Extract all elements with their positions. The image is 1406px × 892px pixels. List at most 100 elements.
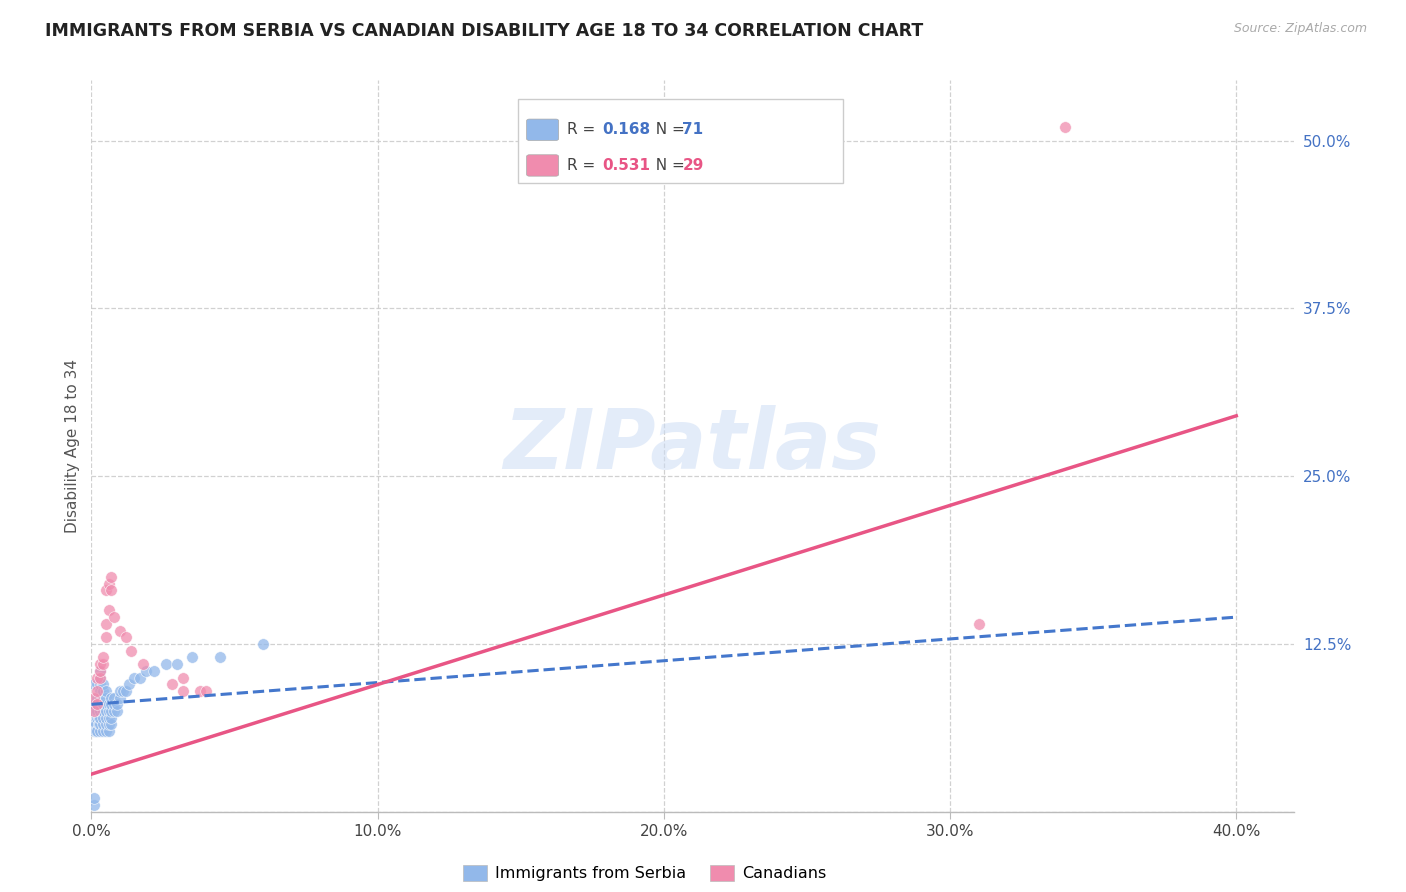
Point bbox=[100, 704, 122, 718]
Point bbox=[86, 698, 108, 712]
Point bbox=[86, 677, 108, 691]
Point bbox=[89, 684, 111, 698]
Point bbox=[129, 671, 152, 685]
Point bbox=[84, 724, 107, 739]
Point bbox=[91, 677, 114, 691]
Point bbox=[100, 698, 122, 712]
Point bbox=[89, 724, 111, 739]
Point bbox=[114, 684, 136, 698]
Point bbox=[143, 664, 166, 678]
Point bbox=[86, 671, 108, 685]
Point bbox=[91, 717, 114, 731]
Point bbox=[89, 657, 111, 671]
Text: IMMIGRANTS FROM SERBIA VS CANADIAN DISABILITY AGE 18 TO 34 CORRELATION CHART: IMMIGRANTS FROM SERBIA VS CANADIAN DISAB… bbox=[45, 22, 924, 40]
Point bbox=[83, 698, 105, 712]
Point bbox=[89, 664, 111, 678]
Text: 0.168: 0.168 bbox=[602, 122, 651, 137]
Point bbox=[94, 717, 117, 731]
Point bbox=[135, 664, 157, 678]
Point bbox=[91, 690, 114, 705]
Text: ZIPatlas: ZIPatlas bbox=[503, 406, 882, 486]
Point bbox=[91, 698, 114, 712]
Point bbox=[97, 711, 120, 725]
Point bbox=[89, 690, 111, 705]
Point bbox=[105, 698, 128, 712]
Point bbox=[97, 698, 120, 712]
Point bbox=[89, 677, 111, 691]
Point bbox=[91, 657, 114, 671]
Point bbox=[83, 704, 105, 718]
Point bbox=[94, 690, 117, 705]
Point bbox=[94, 704, 117, 718]
Point bbox=[100, 583, 122, 598]
Point bbox=[132, 657, 155, 671]
Text: Source: ZipAtlas.com: Source: ZipAtlas.com bbox=[1233, 22, 1367, 36]
Point bbox=[100, 717, 122, 731]
Point bbox=[180, 650, 202, 665]
Point bbox=[94, 711, 117, 725]
Point bbox=[103, 698, 125, 712]
Point bbox=[103, 704, 125, 718]
Point bbox=[89, 664, 111, 678]
Point bbox=[194, 684, 217, 698]
Point bbox=[94, 583, 117, 598]
Point bbox=[160, 677, 183, 691]
Point bbox=[83, 677, 105, 691]
Point bbox=[94, 724, 117, 739]
Text: R =: R = bbox=[567, 158, 600, 173]
Point bbox=[86, 711, 108, 725]
Point bbox=[108, 684, 131, 698]
Point bbox=[89, 704, 111, 718]
Point bbox=[97, 724, 120, 739]
Point bbox=[188, 684, 211, 698]
Point bbox=[89, 717, 111, 731]
Point bbox=[86, 724, 108, 739]
Y-axis label: Disability Age 18 to 34: Disability Age 18 to 34 bbox=[65, 359, 80, 533]
Point bbox=[86, 704, 108, 718]
Point bbox=[103, 610, 125, 624]
Point bbox=[82, 717, 104, 731]
Point bbox=[91, 724, 114, 739]
Point bbox=[97, 717, 120, 731]
Point bbox=[117, 677, 139, 691]
Point bbox=[94, 698, 117, 712]
Point bbox=[87, 717, 110, 731]
Point bbox=[91, 704, 114, 718]
Point bbox=[89, 671, 111, 685]
Point bbox=[89, 711, 111, 725]
Point bbox=[108, 690, 131, 705]
Point bbox=[100, 711, 122, 725]
Point bbox=[97, 603, 120, 617]
Point bbox=[89, 698, 111, 712]
Point bbox=[166, 657, 188, 671]
Point bbox=[114, 630, 136, 644]
Point bbox=[83, 724, 105, 739]
Point bbox=[172, 684, 194, 698]
Point bbox=[84, 717, 107, 731]
Point bbox=[91, 711, 114, 725]
Point bbox=[103, 690, 125, 705]
Point bbox=[97, 576, 120, 591]
Point bbox=[83, 704, 105, 718]
Point bbox=[91, 650, 114, 665]
Point bbox=[83, 797, 105, 812]
Point bbox=[209, 650, 232, 665]
Point bbox=[89, 671, 111, 685]
Text: N =: N = bbox=[645, 158, 689, 173]
Point bbox=[100, 690, 122, 705]
Point bbox=[108, 624, 131, 638]
Point bbox=[86, 684, 108, 698]
Text: 71: 71 bbox=[682, 122, 703, 137]
Point bbox=[94, 684, 117, 698]
Point bbox=[83, 690, 105, 705]
Point bbox=[83, 791, 105, 805]
Point bbox=[86, 698, 108, 712]
Point bbox=[97, 704, 120, 718]
Point bbox=[172, 671, 194, 685]
Point bbox=[967, 616, 990, 631]
Point bbox=[86, 690, 108, 705]
Point bbox=[100, 570, 122, 584]
Point bbox=[87, 711, 110, 725]
Point bbox=[252, 637, 274, 651]
Legend: Immigrants from Serbia, Canadians: Immigrants from Serbia, Canadians bbox=[457, 859, 832, 888]
